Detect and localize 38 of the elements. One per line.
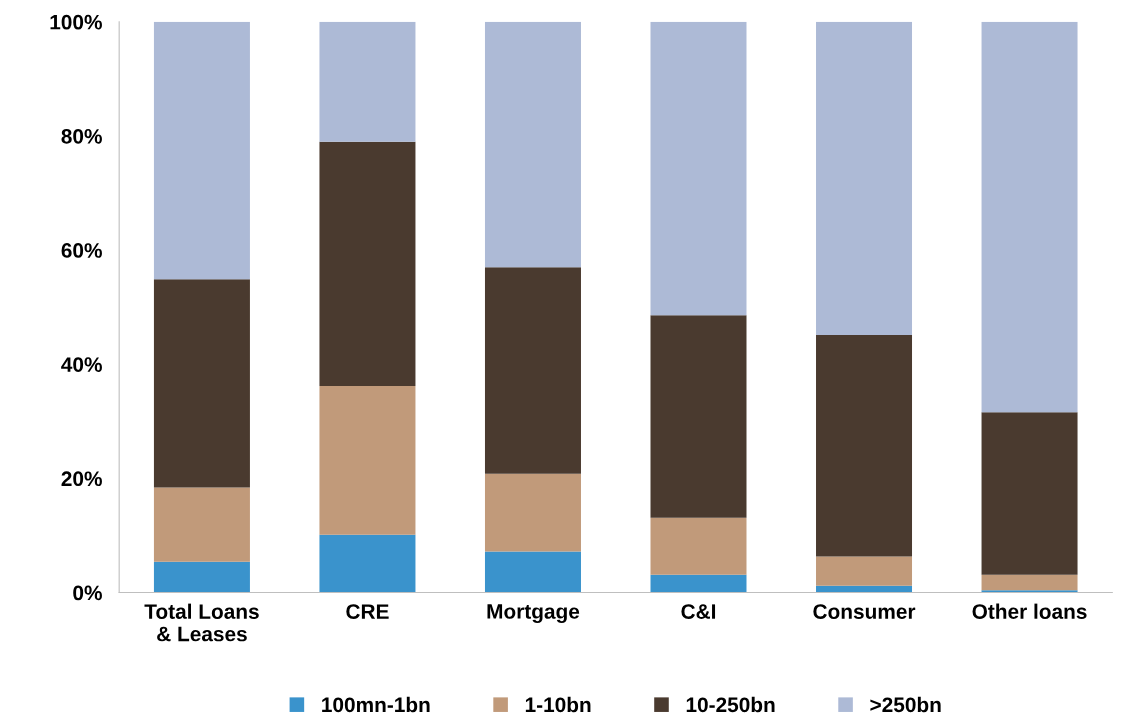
- bar: [816, 21, 913, 336]
- bar: [153, 561, 250, 593]
- y-tick-label: 60%: [61, 243, 102, 258]
- x-tick-label: Other loans: [972, 603, 1087, 619]
- y-tick-label: 40%: [61, 357, 102, 372]
- bar: [981, 574, 1078, 591]
- x-tick-label: Total Loans & Leases: [144, 603, 259, 642]
- bar: [153, 279, 250, 488]
- y-tick-label: 0%: [73, 585, 102, 601]
- bar: [816, 556, 913, 586]
- bar: [319, 21, 416, 142]
- bar: [650, 315, 747, 518]
- legend-label: 10-250bn: [686, 696, 775, 713]
- bar: [319, 141, 416, 386]
- bar: [484, 473, 581, 552]
- bar: [484, 21, 581, 268]
- x-tick-label: Mortgage: [487, 604, 580, 624]
- bar: [484, 551, 581, 593]
- bar: [484, 267, 581, 474]
- bar: [981, 412, 1078, 575]
- bar: [650, 21, 747, 316]
- bar: [650, 574, 747, 593]
- bar: [981, 21, 1078, 413]
- y-tick-label: 20%: [61, 471, 102, 487]
- bar: [153, 21, 250, 280]
- x-tick-label: Consumer: [813, 604, 916, 619]
- x-tick-label: C&I: [681, 604, 716, 619]
- y-tick-label: 100%: [50, 14, 102, 30]
- x-tick-label: CRE: [346, 604, 389, 619]
- bar: [319, 385, 416, 535]
- legend-label: 100mn-1bn: [322, 696, 430, 713]
- bar: [153, 487, 250, 562]
- y-tick-label: 80%: [61, 128, 102, 144]
- legend-label: 1-10bn: [525, 696, 591, 713]
- bar: [650, 517, 747, 575]
- bar: [319, 534, 416, 593]
- bar: [816, 335, 913, 557]
- legend-label: >250bn: [870, 696, 941, 713]
